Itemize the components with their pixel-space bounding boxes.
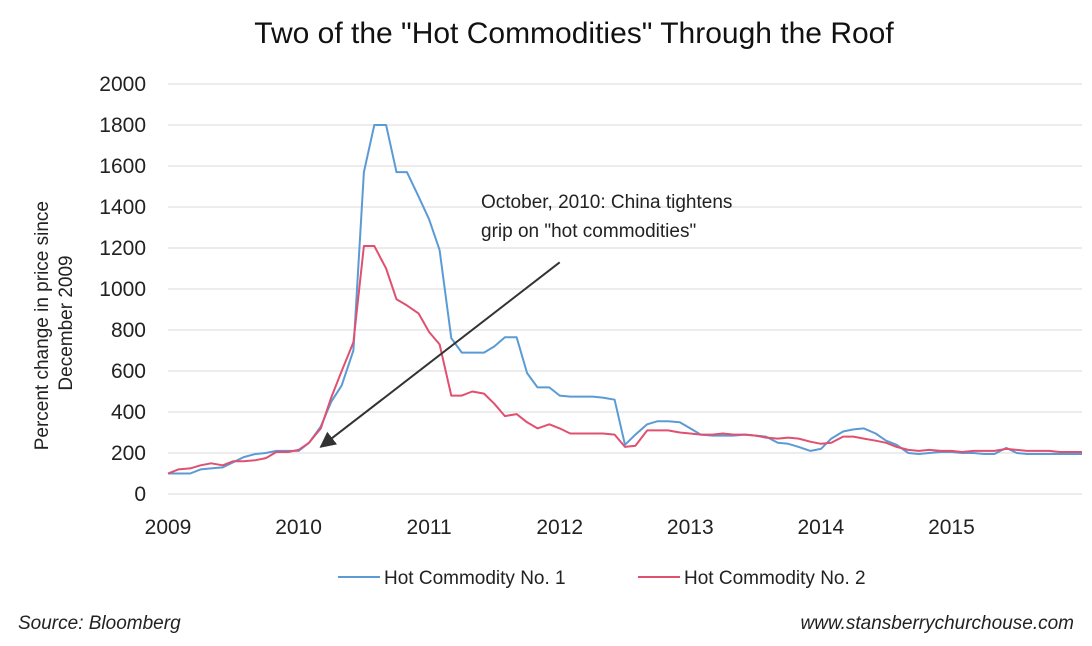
y-axis-label-line-2: December 2009	[56, 255, 77, 390]
x-tick-label: 2009	[145, 516, 192, 539]
y-tick-label: 2000	[99, 73, 146, 96]
x-tick-label: 2011	[407, 516, 452, 539]
annotation-line-1: October, 2010: China tightens	[481, 192, 732, 213]
legend-label-series-2: Hot Commodity No. 2	[684, 568, 866, 589]
annotation-arrow	[319, 261, 561, 448]
annotation: October, 2010: China tightens grip on "h…	[319, 192, 738, 448]
y-tick-label: 1200	[99, 237, 146, 260]
website-url: www.stansberrychurchouse.com	[801, 613, 1075, 634]
legend-label-series-1: Hot Commodity No. 1	[384, 568, 566, 589]
y-tick-label: 800	[111, 319, 146, 342]
y-axis-ticks: 0 200 400 600 800 1000 1200 1400 1600 1800 2000	[99, 73, 146, 506]
y-tick-label: 1000	[99, 278, 146, 301]
legend: Hot Commodity No. 1 Hot Commodity No. 2	[338, 568, 866, 589]
source-note: Source: Bloomberg	[18, 613, 181, 634]
series-lines	[167, 124, 1082, 475]
x-tick-label: 2015	[928, 516, 975, 539]
annotation-text: October, 2010: China tightens grip on "h…	[481, 192, 738, 242]
y-tick-label: 1800	[99, 114, 146, 137]
x-tick-label: 2013	[667, 516, 714, 539]
x-tick-label: 2012	[536, 516, 583, 539]
y-tick-label: 600	[111, 360, 146, 383]
y-axis-label: Percent change in price since December 2…	[32, 196, 77, 451]
y-axis-label-line-1: Percent change in price since	[32, 201, 53, 450]
chart-title: Two of the "Hot Commodities" Through the…	[254, 17, 894, 50]
series-line-1	[168, 124, 1082, 475]
y-tick-label: 400	[111, 401, 146, 424]
x-tick-label: 2010	[275, 516, 322, 539]
x-tick-label: 2014	[797, 516, 844, 539]
annotation-line-2: grip on "hot commodities"	[481, 221, 696, 242]
series-line-2	[167, 245, 1082, 475]
y-tick-label: 0	[134, 483, 146, 506]
y-tick-label: 1400	[99, 196, 146, 219]
y-tick-label: 1600	[99, 155, 146, 178]
x-axis-ticks: 2009 2010 2011 2012 2013 2014 2015	[145, 516, 975, 539]
grid-lines	[168, 83, 1082, 495]
y-tick-label: 200	[111, 442, 146, 465]
